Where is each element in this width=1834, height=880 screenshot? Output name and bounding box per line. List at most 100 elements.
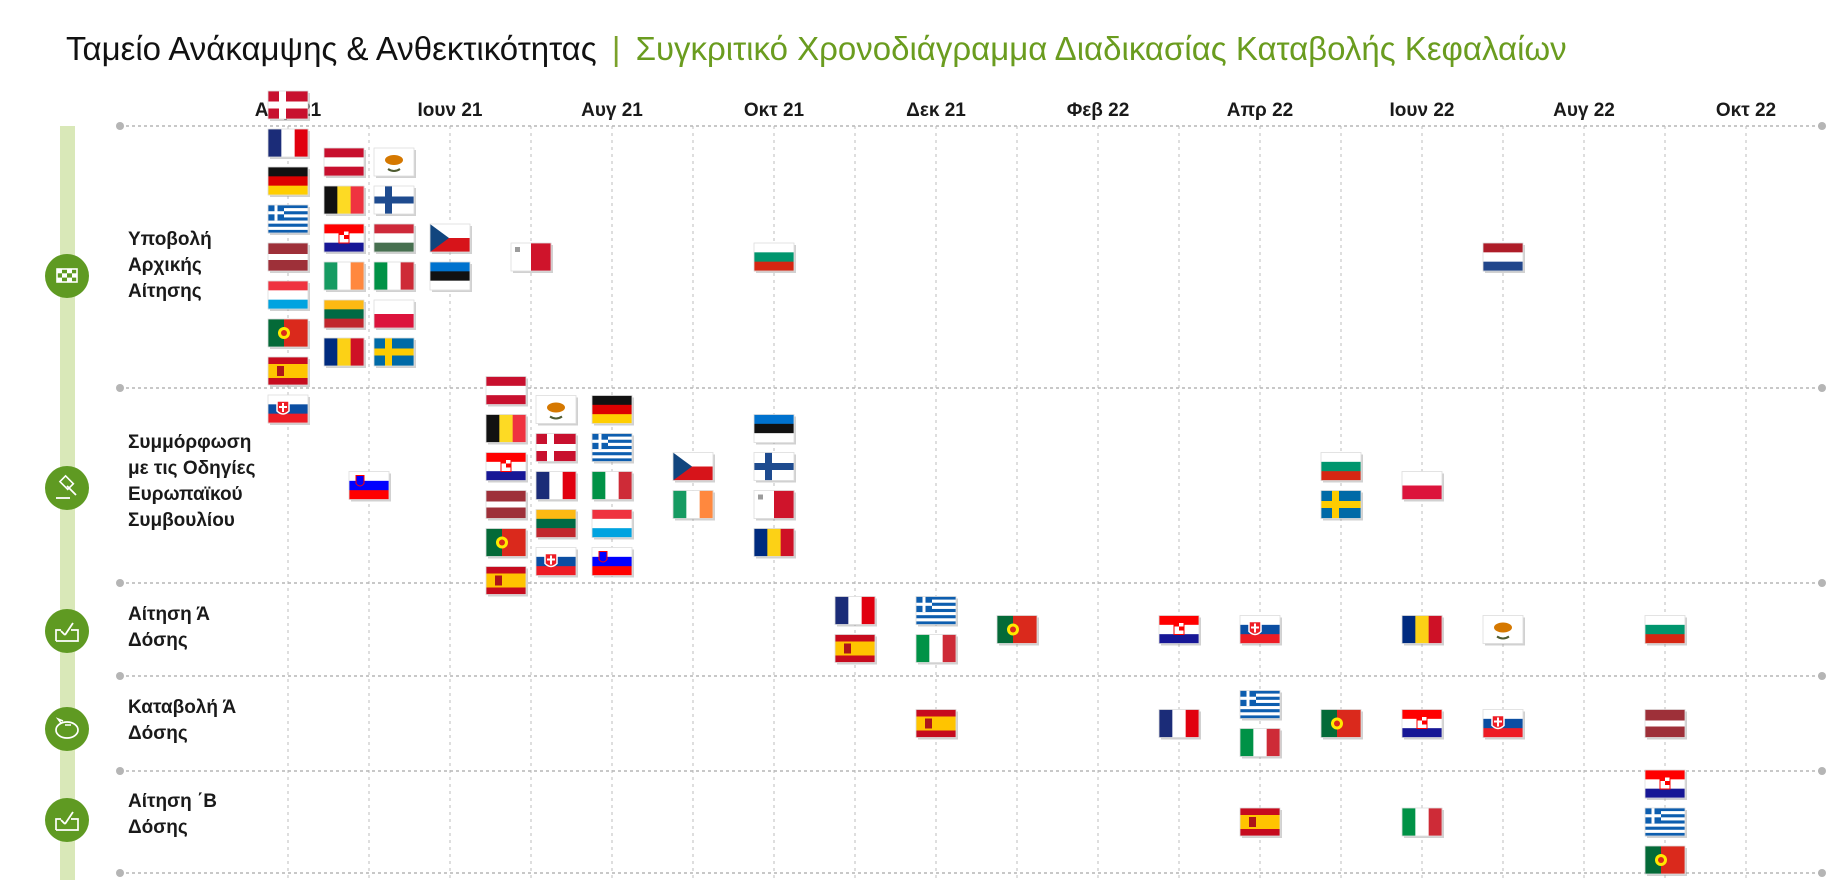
x-tick-label: Οκτ 22 [1716, 100, 1776, 121]
separator-end-dot [1818, 767, 1826, 775]
flag-ie [672, 490, 715, 521]
flag-stack [1239, 690, 1282, 759]
flag-ee [753, 414, 796, 445]
flag-hr [1644, 769, 1687, 800]
flag-bg [1644, 615, 1687, 646]
flag-es [267, 356, 310, 387]
flag-fr [267, 128, 310, 159]
flag-ro [753, 528, 796, 559]
flag-stack [535, 395, 578, 578]
flag-stack [834, 596, 877, 665]
gavel-icon [56, 474, 77, 499]
flag-ro [1401, 615, 1444, 646]
flag-fi [373, 185, 416, 216]
flag-gr [267, 204, 310, 235]
flag-stack [1482, 242, 1525, 273]
flag-gr [591, 433, 634, 464]
row-label: Δόσης [128, 630, 188, 651]
flag-fi [753, 452, 796, 483]
flag-it [1239, 728, 1282, 759]
separator-end-dot [116, 122, 124, 130]
flag-stack [429, 223, 472, 292]
flag-pt [485, 528, 528, 559]
separator-end-dot [116, 384, 124, 392]
flag-stack [1320, 452, 1363, 521]
flag-cz [672, 452, 715, 483]
flag-gr [1644, 807, 1687, 838]
flag-stack [915, 596, 958, 665]
flag-stack [1482, 615, 1525, 646]
checkered-flag-icon [56, 268, 78, 283]
flag-bg [753, 242, 796, 273]
flag-stack [1644, 769, 1687, 876]
row-label: με τις Οδηγίες [128, 458, 256, 479]
flag-ro [323, 337, 366, 368]
flag-lv [1644, 709, 1687, 740]
flag-fr [834, 596, 877, 627]
row-label: Καταβολή Ά [128, 697, 237, 718]
flag-bg [1320, 452, 1363, 483]
flag-mt [753, 490, 796, 521]
flag-it [373, 261, 416, 292]
flag-stack [996, 615, 1039, 646]
flag-pt [267, 318, 310, 349]
flag-lu [591, 509, 634, 540]
flag-cy [1482, 615, 1525, 646]
timeline-row: Καταβολή Ά Δόσης [45, 690, 1687, 759]
flag-stack [1401, 615, 1444, 646]
row-label: Αίτηση Ά [128, 604, 210, 625]
title-main: Ταμείο Ανάκαμψης & Ανθεκτικότητας [66, 30, 597, 67]
flag-gr [1239, 690, 1282, 721]
hand-request-icon [55, 622, 79, 642]
flag-stack [915, 709, 958, 740]
flag-stack [1482, 709, 1525, 740]
title-separator: | [611, 30, 621, 67]
flag-sk [1239, 615, 1282, 646]
flag-stack [591, 395, 634, 578]
row-label: Συμβουλίου [128, 510, 235, 531]
flag-es [1239, 807, 1282, 838]
row-label: Δόσης [128, 723, 188, 744]
flag-cz [429, 223, 472, 254]
flag-it [1401, 807, 1444, 838]
x-tick-label: Ιουν 21 [418, 100, 483, 121]
row-label: Αρχικής [128, 255, 202, 276]
separator-end-dot [1818, 579, 1826, 587]
flag-se [1320, 490, 1363, 521]
flag-pt [1644, 845, 1687, 876]
flag-stack [323, 147, 366, 368]
flag-mt [510, 242, 553, 273]
flag-stack [672, 452, 715, 521]
flag-be [323, 185, 366, 216]
separator-end-dot [1818, 122, 1826, 130]
x-tick-label: Αυγ 22 [1553, 100, 1615, 121]
flag-lv [485, 490, 528, 521]
flag-hr [485, 452, 528, 483]
timeline-row: Αίτηση Ά Δόσης [45, 596, 1687, 665]
timeline-row: Συμμόρφωση με τις Οδηγίες Ευρωπαϊκού Συμβου… [45, 376, 1444, 597]
flag-de [267, 166, 310, 197]
row-label: Συμμόρφωση [128, 432, 251, 453]
flag-pt [996, 615, 1039, 646]
flag-it [591, 471, 634, 502]
flag-be [485, 414, 528, 445]
flag-it [915, 634, 958, 665]
flag-stack [485, 376, 528, 597]
flag-stack [1644, 615, 1687, 646]
flag-at [485, 376, 528, 407]
flag-gr [915, 596, 958, 627]
timeline-row: Αίτηση ΄Β Δόσης [45, 769, 1687, 876]
flag-stack [1401, 807, 1444, 838]
separator-end-dot [116, 579, 124, 587]
flag-stack [1239, 807, 1282, 838]
flag-stack [510, 242, 553, 273]
flag-stack [1158, 615, 1201, 646]
row-label: Υποβολή [128, 229, 212, 250]
flag-stack [1644, 709, 1687, 740]
flag-stack [373, 147, 416, 368]
flag-stack [753, 414, 796, 559]
flag-si [591, 547, 634, 578]
flag-lv [267, 242, 310, 273]
separator-end-dot [1818, 384, 1826, 392]
